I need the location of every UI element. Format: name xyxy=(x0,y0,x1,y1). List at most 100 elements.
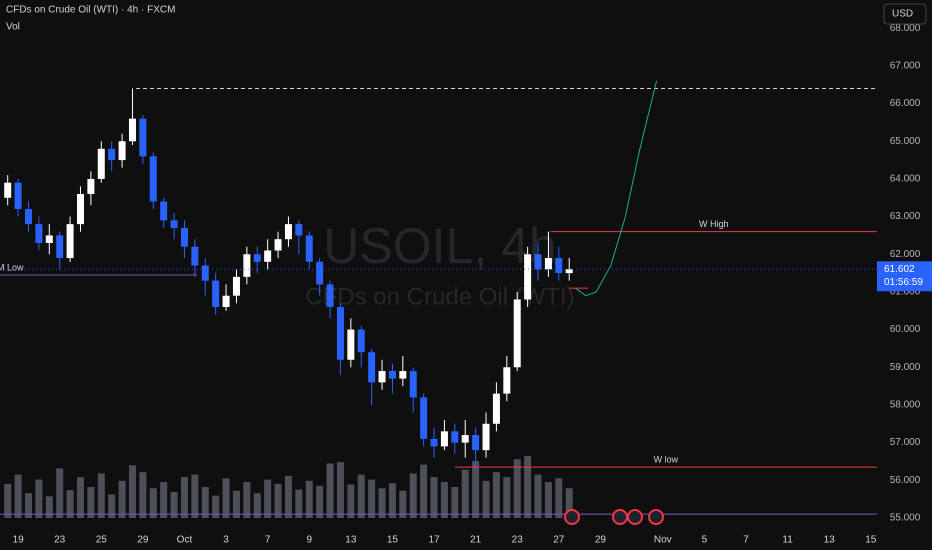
volume-bar xyxy=(160,482,168,518)
volume-bar xyxy=(24,493,32,518)
candle-body xyxy=(534,254,542,270)
volume-bar xyxy=(534,474,542,518)
candle-body xyxy=(440,431,448,447)
volume-bar xyxy=(212,495,220,518)
candle-body xyxy=(368,352,376,383)
y-tick-label: 58.000 xyxy=(890,400,921,411)
x-tick-label: 23 xyxy=(54,535,66,546)
event-icon[interactable] xyxy=(648,509,664,525)
candle-body xyxy=(56,235,64,259)
x-tick-label: 13 xyxy=(345,535,357,546)
last-price-label: 61.602 xyxy=(884,264,915,275)
volume-label: Vol xyxy=(6,22,20,33)
volume-bar xyxy=(305,480,313,518)
candle-body xyxy=(170,220,178,228)
candle-body xyxy=(139,118,147,157)
candle-body xyxy=(544,258,552,270)
chart-title: CFDs on Crude Oil (WTI) · 4h · FXCM xyxy=(6,5,175,16)
volume-bar xyxy=(388,483,396,518)
x-tick-label: 13 xyxy=(824,535,836,546)
volume-bar xyxy=(35,479,43,518)
candle-body xyxy=(76,193,84,225)
level-label: W High xyxy=(699,219,729,229)
candle-body xyxy=(118,141,126,161)
volume-bar xyxy=(87,487,95,518)
volume-bar xyxy=(264,479,272,518)
volume-bar xyxy=(128,465,136,518)
volume-bar xyxy=(295,489,303,518)
y-tick-label: 63.000 xyxy=(890,211,921,222)
candle-body xyxy=(409,371,417,398)
currency[interactable]: USD xyxy=(892,9,913,20)
candle-body xyxy=(201,265,209,281)
candle-body xyxy=(274,239,282,251)
candle-body xyxy=(482,423,490,451)
y-tick-label: 55.000 xyxy=(890,513,921,524)
y-tick-label: 60.000 xyxy=(890,324,921,335)
volume-bar xyxy=(4,483,12,518)
candle-body xyxy=(347,329,355,360)
currency-button[interactable] xyxy=(883,3,927,25)
event-icon[interactable] xyxy=(564,509,580,525)
volume-bar xyxy=(232,490,240,518)
candle-body xyxy=(513,299,521,368)
axes: 55.000 56.000 57.000 58.000 59.000 60.000 61.0… xyxy=(13,23,932,546)
volume-bar xyxy=(326,463,334,518)
x-tick-label: 19 xyxy=(13,535,25,546)
candle-body xyxy=(180,227,188,247)
x-tick-label: 29 xyxy=(595,535,607,546)
volume-bar xyxy=(565,488,573,518)
volume-bar xyxy=(139,472,147,518)
last-price-box xyxy=(877,261,932,292)
volume-bar xyxy=(440,482,448,518)
candle-body xyxy=(284,224,292,240)
plot: W High W low M Low xyxy=(0,80,877,518)
volume-bar xyxy=(368,479,376,518)
y-tick-label: 57.000 xyxy=(890,437,921,448)
candle-body xyxy=(524,254,532,300)
projection-curve xyxy=(575,80,658,297)
volume-bar xyxy=(461,469,469,518)
countdown: 01:56:59 xyxy=(884,277,923,288)
x-tick-label: 15 xyxy=(387,535,399,546)
candle-body xyxy=(326,284,334,308)
candle-body xyxy=(35,224,43,243)
y-tick-label: 61.000 xyxy=(890,287,921,298)
x-tick-label: Nov xyxy=(654,535,672,546)
volume-bar xyxy=(56,468,64,518)
level-label: M Low xyxy=(0,262,24,272)
volume-bar xyxy=(336,462,344,518)
watermark: USOIL, 4h CFDs on Crude Oil (WTI) xyxy=(305,218,574,310)
candle-body xyxy=(243,254,251,277)
volume-bar xyxy=(201,487,209,518)
volume-bar xyxy=(97,473,105,518)
level-label: W low xyxy=(654,454,679,464)
volume-bar xyxy=(45,496,53,518)
candle-body xyxy=(160,201,168,221)
candle-body xyxy=(305,235,313,262)
candle-body xyxy=(191,246,199,266)
x-tick-label: 25 xyxy=(96,535,108,546)
candle-body xyxy=(388,371,396,379)
event-icon[interactable] xyxy=(612,509,628,525)
candle-body xyxy=(378,371,386,383)
volume-bar xyxy=(420,464,428,518)
candle-body xyxy=(420,397,428,439)
volume-bar xyxy=(555,478,563,518)
y-tick-label: 64.000 xyxy=(890,174,921,185)
volume-bar xyxy=(503,477,511,518)
candle-body xyxy=(232,276,240,296)
candle-body xyxy=(316,261,324,285)
volume-bar xyxy=(544,482,552,518)
candle-body xyxy=(472,435,480,451)
candle-body xyxy=(45,235,53,243)
x-tick-label: 15 xyxy=(865,535,877,546)
candle-body xyxy=(66,224,74,259)
y-tick-label: 62.000 xyxy=(890,249,921,260)
candle-body xyxy=(295,224,303,236)
candle-body xyxy=(149,156,157,202)
event-icon[interactable] xyxy=(627,509,643,525)
candle-body xyxy=(357,329,365,353)
y-tick-label: 68.000 xyxy=(890,23,921,34)
volume-bar xyxy=(347,484,355,518)
